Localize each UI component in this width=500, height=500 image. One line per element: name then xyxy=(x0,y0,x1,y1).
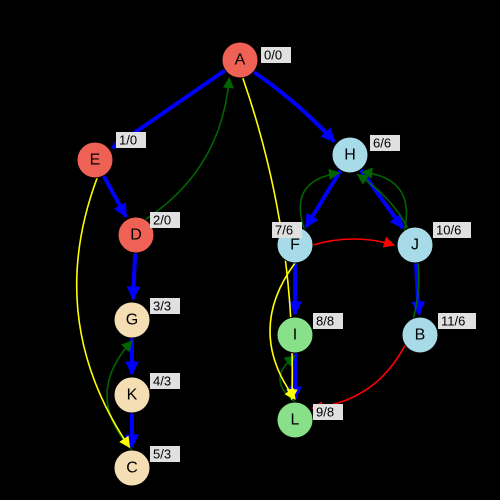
anno-text-J: 10/6 xyxy=(436,223,461,238)
node-label-L: L xyxy=(291,412,300,429)
anno-text-D: 2/0 xyxy=(153,213,171,228)
anno-text-B: 11/6 xyxy=(441,314,465,329)
edge-E-D xyxy=(104,176,126,217)
anno-text-L: 9/8 xyxy=(316,405,334,420)
anno-text-E: 1/0 xyxy=(119,133,137,148)
anno-text-A: 0/0 xyxy=(264,48,282,63)
node-label-D: D xyxy=(130,227,142,244)
node-label-I: I xyxy=(293,327,297,344)
edge-H-F xyxy=(306,170,341,227)
node-label-K: K xyxy=(127,387,138,404)
node-label-G: G xyxy=(126,312,138,329)
anno-text-C: 5/3 xyxy=(153,447,171,462)
anno-text-F: 7/6 xyxy=(275,223,293,238)
anno-text-G: 3/3 xyxy=(153,299,171,314)
graph-diagram: A E D G K C H F I L J B 0/0 1/0 2/0 3/3 4/3 5/3 6/6 7/6 8/8… xyxy=(0,0,500,500)
node-label-A: A xyxy=(235,52,246,69)
node-label-E: E xyxy=(90,152,101,169)
edge-A-H xyxy=(254,72,334,142)
node-label-J: J xyxy=(411,237,419,254)
edge-F-J xyxy=(313,239,394,245)
anno-text-K: 4/3 xyxy=(153,374,171,389)
node-label-C: C xyxy=(126,460,138,477)
anno-text-I: 8/8 xyxy=(316,314,334,329)
anno-text-H: 6/6 xyxy=(373,136,391,151)
edge-D-A xyxy=(145,78,229,219)
node-label-B: B xyxy=(415,327,426,344)
edge-B-L xyxy=(312,345,405,408)
edge-H-J xyxy=(361,170,403,228)
node-label-F: F xyxy=(290,237,300,254)
edge-D-G xyxy=(133,253,135,299)
node-label-H: H xyxy=(344,147,356,164)
